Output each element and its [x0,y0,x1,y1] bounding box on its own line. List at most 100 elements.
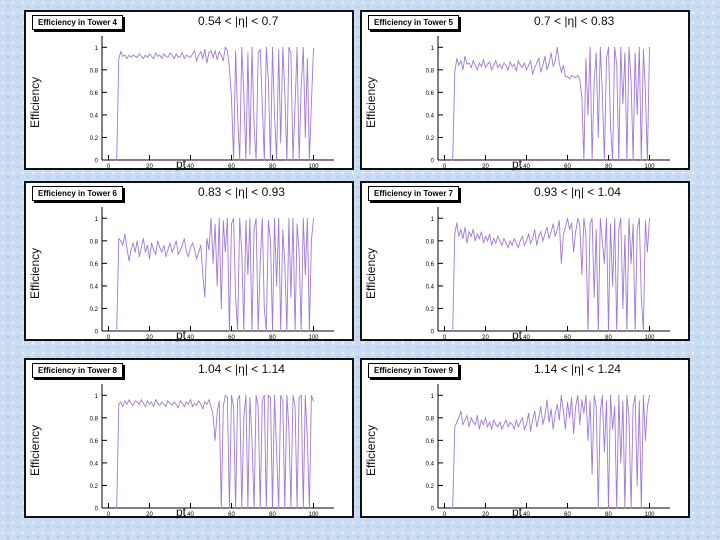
data-point [255,217,257,219]
efficiency-panel: 0 0.2 0.4 0.6 0.8 1 0 20 40 60 80 100 Efficiency in … [24,181,354,341]
data-point [253,229,255,230]
data-point [558,220,560,221]
data-point [515,70,517,72]
efficiency-plot: 0 0.2 0.4 0.6 0.8 1 0 20 40 60 80 100 [90,36,334,168]
data-point [278,217,280,219]
data-point [212,415,214,417]
data-point [591,217,593,219]
data-point [300,86,302,88]
efficiency-panel: 0 0.2 0.4 0.6 0.8 1 0 20 40 60 80 100 Efficiency in … [24,358,354,518]
data-point [552,428,554,430]
data-point [286,330,288,332]
data-point [515,242,517,244]
data-point [593,394,595,396]
data-point [483,59,484,61]
data-point [548,62,550,64]
data-point [296,46,298,48]
data-point [298,397,300,398]
data-point [644,439,646,441]
data-point [116,507,118,509]
data-point [231,223,232,225]
data-point [298,251,300,253]
data-point [292,217,294,219]
data-point [147,400,148,402]
data-point [274,217,275,219]
data-point [603,159,605,161]
data-point [190,247,191,249]
data-point [210,406,212,407]
data-point [181,244,183,246]
data-point [528,412,529,414]
data-point [478,62,480,64]
data-point [155,52,157,54]
efficiency-series-line [452,47,650,161]
data-point [222,220,224,221]
data-point [241,46,243,48]
data-point [571,75,573,76]
data-point [495,60,497,62]
x-tick-label: 0 [443,164,447,168]
data-point [647,159,648,161]
data-point [501,244,503,246]
x-axis-label: pt [176,157,187,171]
data-point [476,415,478,417]
data-point [638,46,640,48]
data-point [565,76,566,78]
data-point [265,330,267,332]
data-point [194,249,196,251]
efficiency-series-line [452,395,650,509]
data-point [245,220,247,221]
data-point [548,421,550,423]
data-point [179,400,181,402]
data-point [290,52,292,54]
data-point [149,403,150,405]
data-point [212,262,214,264]
data-point [259,262,261,264]
y-tick-label: 0.8 [90,239,99,245]
data-point [259,49,261,50]
data-point [302,46,304,48]
data-point [226,217,228,219]
data-point [194,402,196,404]
data-point [562,64,564,66]
data-point [573,251,575,253]
data-point [272,507,273,509]
data-point [177,253,179,255]
data-point [161,401,163,403]
histogram-title: Efficiency in Tower 8 [32,363,123,378]
data-point [640,296,642,298]
data-point [622,308,624,309]
data-point [245,394,247,396]
data-point [593,80,595,82]
data-point [255,159,257,161]
data-point [134,251,136,253]
data-point [161,251,163,253]
data-point [216,59,218,61]
data-point [208,399,210,401]
efficiency-panel: 0 0.2 0.4 0.6 0.8 1 0 20 40 60 80 100 Efficiency in … [360,181,690,341]
data-point [493,419,495,421]
data-point [272,46,273,48]
data-point [606,217,607,219]
data-point [456,222,458,224]
data-point [261,400,263,402]
data-point [241,507,243,509]
data-point [276,159,278,161]
data-point [642,394,644,396]
data-point [565,226,566,228]
x-axis-label: pt [176,328,187,342]
data-point [120,51,122,53]
data-point [153,406,155,407]
x-tick-label: 40 [523,164,530,168]
data-point [622,400,624,402]
data-point [505,419,507,421]
x-tick-label: 40 [187,512,194,516]
x-tick-label: 0 [443,512,447,516]
data-point [622,103,624,105]
y-tick-label: 0.4 [90,113,99,119]
data-point [476,69,478,71]
data-point [595,52,597,54]
data-point [509,421,511,423]
y-tick-label: 0.2 [90,136,99,142]
data-point [614,406,616,407]
